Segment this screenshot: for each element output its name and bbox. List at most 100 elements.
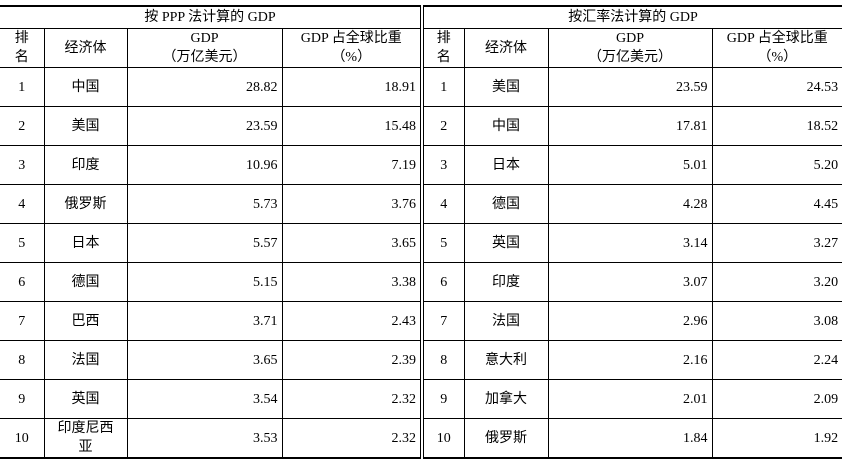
table-row: 3 印度 10.96 7.19 3 日本 5.01 5.20 bbox=[0, 145, 842, 185]
ppp-share-cell: 2.39 bbox=[281, 340, 423, 380]
rank-header: 排名 bbox=[420, 28, 465, 68]
ppp-rank-cell: 10 bbox=[0, 418, 45, 459]
ppp-gdp-cell: 5.57 bbox=[126, 223, 283, 263]
fx-share-cell: 18.52 bbox=[711, 106, 842, 146]
fx-economy-cell: 意大利 bbox=[463, 340, 549, 380]
ppp-share-cell: 18.91 bbox=[281, 67, 423, 107]
ppp-gdp-cell: 10.96 bbox=[126, 145, 283, 185]
ppp-share-cell: 2.43 bbox=[281, 301, 423, 341]
economy-header: 经济体 bbox=[43, 28, 128, 68]
ppp-share-cell: 15.48 bbox=[281, 106, 423, 146]
table-row: 2 美国 23.59 15.48 2 中国 17.81 18.52 bbox=[0, 106, 842, 146]
fx-gdp-cell: 4.28 bbox=[547, 184, 713, 224]
table-row: 10 印度尼西亚 3.53 2.32 10 俄罗斯 1.84 1.92 bbox=[0, 418, 842, 459]
fx-economy-cell: 印度 bbox=[463, 262, 549, 302]
gdp-header: GDP （万亿美元） bbox=[126, 28, 283, 68]
ppp-gdp-cell: 3.54 bbox=[126, 379, 283, 419]
gdp-ranking-table: 按 PPP 法计算的 GDP 按汇率法计算的 GDP 排名 经济体 GDP （万亿… bbox=[0, 5, 842, 459]
fx-economy-cell: 法国 bbox=[463, 301, 549, 341]
fx-economy-cell: 加拿大 bbox=[463, 379, 549, 419]
fx-economy-cell: 英国 bbox=[463, 223, 549, 263]
ppp-share-cell: 3.65 bbox=[281, 223, 423, 263]
fx-section-title: 按汇率法计算的 GDP bbox=[420, 5, 842, 29]
ppp-economy-cell: 日本 bbox=[43, 223, 128, 263]
fx-share-cell: 2.09 bbox=[711, 379, 842, 419]
fx-rank-cell: 8 bbox=[420, 340, 465, 380]
ppp-economy-cell: 印度尼西亚 bbox=[43, 418, 128, 459]
ppp-share-cell: 2.32 bbox=[281, 418, 423, 459]
ppp-rank-cell: 8 bbox=[0, 340, 45, 380]
ppp-share-cell: 7.19 bbox=[281, 145, 423, 185]
table-row: 4 俄罗斯 5.73 3.76 4 德国 4.28 4.45 bbox=[0, 184, 842, 224]
fx-share-cell: 5.20 bbox=[711, 145, 842, 185]
fx-share-cell: 3.27 bbox=[711, 223, 842, 263]
ppp-gdp-cell: 3.71 bbox=[126, 301, 283, 341]
ppp-economy-cell: 美国 bbox=[43, 106, 128, 146]
table-row: 8 法国 3.65 2.39 8 意大利 2.16 2.24 bbox=[0, 340, 842, 380]
fx-economy-cell: 美国 bbox=[463, 67, 549, 107]
fx-gdp-cell: 2.16 bbox=[547, 340, 713, 380]
ppp-economy-cell: 法国 bbox=[43, 340, 128, 380]
gdp-header: GDP （万亿美元） bbox=[547, 28, 713, 68]
fx-gdp-cell: 5.01 bbox=[547, 145, 713, 185]
fx-rank-cell: 9 bbox=[420, 379, 465, 419]
share-header: GDP 占全球比重 （%） bbox=[281, 28, 423, 68]
fx-share-cell: 3.08 bbox=[711, 301, 842, 341]
fx-share-cell: 1.92 bbox=[711, 418, 842, 459]
ppp-share-cell: 2.32 bbox=[281, 379, 423, 419]
table-row: 9 英国 3.54 2.32 9 加拿大 2.01 2.09 bbox=[0, 379, 842, 419]
table-row: 6 德国 5.15 3.38 6 印度 3.07 3.20 bbox=[0, 262, 842, 302]
ppp-rank-cell: 1 bbox=[0, 67, 45, 107]
fx-rank-cell: 10 bbox=[420, 418, 465, 459]
fx-share-cell: 3.20 bbox=[711, 262, 842, 302]
ppp-rank-cell: 3 bbox=[0, 145, 45, 185]
fx-economy-cell: 日本 bbox=[463, 145, 549, 185]
ppp-rank-cell: 5 bbox=[0, 223, 45, 263]
ppp-rank-cell: 4 bbox=[0, 184, 45, 224]
table-row: 7 巴西 3.71 2.43 7 法国 2.96 3.08 bbox=[0, 301, 842, 341]
ppp-gdp-cell: 5.15 bbox=[126, 262, 283, 302]
ppp-gdp-cell: 5.73 bbox=[126, 184, 283, 224]
table-row: 1 中国 28.82 18.91 1 美国 23.59 24.53 bbox=[0, 67, 842, 107]
ppp-gdp-cell: 23.59 bbox=[126, 106, 283, 146]
table-row: 5 日本 5.57 3.65 5 英国 3.14 3.27 bbox=[0, 223, 842, 263]
share-header: GDP 占全球比重 （%） bbox=[711, 28, 842, 68]
fx-gdp-cell: 3.14 bbox=[547, 223, 713, 263]
fx-rank-cell: 2 bbox=[420, 106, 465, 146]
ppp-rank-cell: 9 bbox=[0, 379, 45, 419]
fx-rank-cell: 4 bbox=[420, 184, 465, 224]
fx-share-cell: 24.53 bbox=[711, 67, 842, 107]
ppp-rank-cell: 2 bbox=[0, 106, 45, 146]
ppp-gdp-cell: 3.65 bbox=[126, 340, 283, 380]
ppp-economy-cell: 俄罗斯 bbox=[43, 184, 128, 224]
fx-gdp-cell: 17.81 bbox=[547, 106, 713, 146]
ppp-gdp-cell: 28.82 bbox=[126, 67, 283, 107]
fx-rank-cell: 7 bbox=[420, 301, 465, 341]
fx-rank-cell: 5 bbox=[420, 223, 465, 263]
ppp-share-cell: 3.38 bbox=[281, 262, 423, 302]
ppp-rank-cell: 6 bbox=[0, 262, 45, 302]
ppp-economy-cell: 英国 bbox=[43, 379, 128, 419]
fx-gdp-cell: 2.96 bbox=[547, 301, 713, 341]
fx-share-cell: 4.45 bbox=[711, 184, 842, 224]
ppp-economy-cell: 印度 bbox=[43, 145, 128, 185]
rank-header: 排名 bbox=[0, 28, 45, 68]
economy-header: 经济体 bbox=[463, 28, 549, 68]
fx-rank-cell: 1 bbox=[420, 67, 465, 107]
fx-gdp-cell: 2.01 bbox=[547, 379, 713, 419]
ppp-gdp-cell: 3.53 bbox=[126, 418, 283, 459]
fx-economy-cell: 中国 bbox=[463, 106, 549, 146]
fx-gdp-cell: 3.07 bbox=[547, 262, 713, 302]
ppp-economy-cell: 巴西 bbox=[43, 301, 128, 341]
fx-rank-cell: 3 bbox=[420, 145, 465, 185]
ppp-section-title: 按 PPP 法计算的 GDP bbox=[0, 5, 423, 29]
fx-gdp-cell: 1.84 bbox=[547, 418, 713, 459]
ppp-economy-cell: 德国 bbox=[43, 262, 128, 302]
ppp-economy-cell: 中国 bbox=[43, 67, 128, 107]
fx-economy-cell: 德国 bbox=[463, 184, 549, 224]
fx-rank-cell: 6 bbox=[420, 262, 465, 302]
fx-economy-cell: 俄罗斯 bbox=[463, 418, 549, 459]
ppp-share-cell: 3.76 bbox=[281, 184, 423, 224]
ppp-rank-cell: 7 bbox=[0, 301, 45, 341]
fx-gdp-cell: 23.59 bbox=[547, 67, 713, 107]
